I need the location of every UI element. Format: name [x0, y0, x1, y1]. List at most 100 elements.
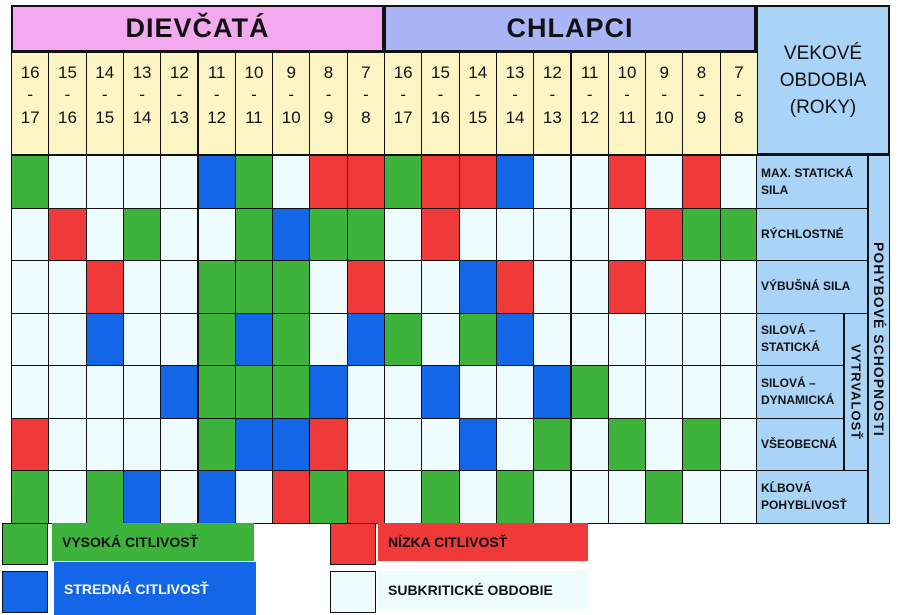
boys-cell-S	[682, 365, 721, 419]
girls-cell-S	[272, 155, 311, 209]
ability-label: SILOVÁ – DYNAMICKÁ	[756, 365, 844, 419]
boys-cell-H	[495, 470, 535, 524]
age-to: 11	[245, 108, 263, 127]
age-dash: -	[400, 85, 406, 104]
age-dash: -	[251, 85, 257, 104]
age-dash: -	[101, 85, 108, 104]
girls-cell-S	[309, 260, 348, 314]
age-to: 16	[57, 108, 77, 127]
age-from: 10	[244, 63, 264, 82]
ability-label: SILOVÁ – STATICKÁ	[756, 312, 844, 366]
girls-age-col: 8 - 9	[309, 52, 348, 155]
legend-swatch-H	[2, 523, 48, 565]
girls-cell-M	[346, 312, 385, 366]
boys-cell-S	[570, 260, 609, 314]
girls-cell-H	[85, 470, 124, 524]
age-to: 13	[169, 108, 189, 127]
girls-cell-H	[122, 207, 162, 261]
age-from: 16	[393, 63, 413, 82]
girls-cell-H	[11, 470, 50, 524]
boys-cell-H	[458, 312, 497, 366]
boys-cell-S	[533, 312, 572, 366]
age-dash: -	[139, 85, 145, 104]
age-to: 17	[20, 108, 40, 127]
boys-cell-S	[570, 470, 609, 524]
girls-age-col: 7 - 8	[346, 52, 385, 155]
girls-age-col: 12 - 13	[160, 52, 199, 155]
boys-cell-M	[458, 417, 497, 471]
girls-cell-L	[346, 155, 385, 209]
girls-cell-L	[85, 260, 124, 314]
girls-cell-H	[234, 207, 274, 261]
boys-cell-S	[421, 312, 460, 366]
boys-cell-S	[719, 155, 758, 209]
boys-cell-S	[421, 260, 460, 314]
boys-age-col: 14 - 15	[458, 52, 497, 155]
girls-cell-S	[234, 470, 274, 524]
age-dash: -	[213, 85, 220, 104]
boys-cell-H	[421, 470, 460, 524]
girls-cell-M	[272, 417, 311, 471]
girls-cell-H	[11, 155, 50, 209]
girls-cell-S	[160, 155, 199, 209]
boys-cell-S	[495, 207, 535, 261]
boys-cell-S	[645, 312, 684, 366]
girls-cell-H	[197, 260, 236, 314]
age-dash: -	[27, 85, 33, 104]
boys-cell-S	[645, 155, 684, 209]
boys-cell-H	[607, 417, 647, 471]
age-from: 7	[361, 63, 371, 82]
girls-cell-S	[122, 365, 162, 419]
boys-cell-S	[607, 207, 647, 261]
age-from: 9	[286, 63, 296, 82]
boys-cell-H	[682, 417, 721, 471]
boys-cell-S	[384, 260, 423, 314]
boys-cell-S	[421, 417, 460, 471]
girls-cell-L	[346, 260, 385, 314]
age-dash: -	[586, 85, 593, 104]
age-period-header: VEKOVÉ OBDOBIA (ROKY)	[756, 5, 890, 155]
boys-cell-L	[495, 260, 535, 314]
girls-cell-M	[234, 312, 274, 366]
boys-cell-S	[719, 312, 758, 366]
boys-cell-H	[384, 155, 423, 209]
girls-cell-S	[48, 365, 87, 419]
girls-cell-S	[122, 312, 162, 366]
boys-cell-S	[384, 470, 423, 524]
boys-cell-S	[384, 365, 423, 419]
girls-cell-S	[85, 365, 124, 419]
age-dash: -	[624, 85, 630, 104]
girls-cell-S	[160, 470, 199, 524]
age-from: 8	[696, 63, 707, 82]
boys-age-col: 11 - 12	[570, 52, 609, 155]
age-dash: -	[437, 85, 444, 104]
age-to: 8	[734, 108, 744, 127]
age-to: 10	[281, 108, 301, 127]
age-to: 14	[505, 108, 525, 127]
age-dash: -	[176, 85, 183, 104]
age-dash: -	[288, 85, 295, 104]
age-to: 9	[696, 108, 707, 127]
ability-label: MAX. STATICKÁ SILA	[756, 155, 868, 209]
age-from: 12	[169, 63, 189, 82]
boys-age-col: 16 - 17	[384, 52, 423, 155]
legend-label: SUBKRITICKÉ OBDOBIE	[378, 571, 588, 609]
girls-cell-S	[48, 417, 87, 471]
girls-cell-S	[48, 470, 87, 524]
girls-header: DIEVČATÁ	[11, 5, 384, 52]
age-dash: -	[736, 85, 742, 104]
girls-cell-L	[11, 417, 50, 471]
legend-swatch-M	[2, 571, 48, 613]
boys-cell-M	[421, 365, 460, 419]
girls-cell-S	[85, 155, 124, 209]
girls-cell-S	[48, 260, 87, 314]
boys-cell-S	[533, 155, 572, 209]
age-to: 14	[132, 108, 152, 127]
boys-cell-S	[533, 470, 572, 524]
age-from: 14	[468, 63, 488, 82]
age-dash: -	[474, 85, 481, 104]
boys-cell-S	[570, 417, 609, 471]
girls-cell-H	[346, 207, 385, 261]
boys-cell-S	[495, 365, 535, 419]
